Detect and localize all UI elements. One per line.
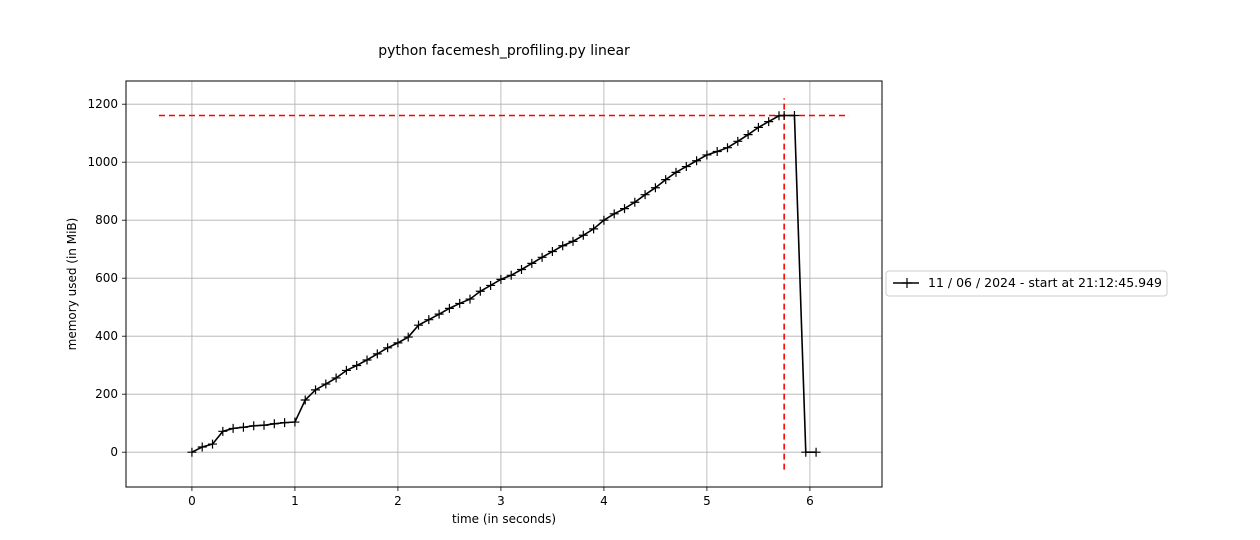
data-point-marker: [692, 156, 702, 166]
data-point-marker: [208, 439, 218, 449]
data-point-marker: [341, 365, 351, 375]
data-point-marker: [372, 349, 382, 359]
data-point-marker: [650, 183, 660, 193]
data-point-marker: [547, 247, 557, 257]
data-point-marker: [620, 204, 630, 214]
data-point-marker: [259, 420, 269, 430]
data-point-marker: [197, 442, 207, 452]
data-point-marker: [218, 426, 228, 436]
data-point-marker: [661, 175, 671, 185]
data-point-marker: [465, 294, 475, 304]
y-tick-label: 0: [110, 445, 118, 459]
data-point-marker: [681, 162, 691, 172]
data-point-marker: [249, 421, 259, 431]
x-axis-label: time (in seconds): [452, 512, 556, 526]
data-point-marker: [187, 447, 197, 457]
legend: 11 / 06 / 2024 - start at 21:12:45.949: [885, 270, 1168, 297]
data-point-marker: [434, 309, 444, 319]
data-point-marker: [599, 215, 609, 225]
data-point-marker: [486, 280, 496, 290]
chart-title: python facemesh_profiling.py linear: [378, 43, 630, 59]
data-point-marker: [671, 167, 681, 177]
x-tick-label: 2: [394, 494, 402, 508]
y-tick-label: 200: [95, 387, 118, 401]
data-point-marker: [444, 303, 454, 313]
data-point-marker: [280, 418, 290, 428]
data-point-marker: [589, 224, 599, 234]
data-point-marker: [506, 270, 516, 280]
data-point-marker: [568, 236, 578, 246]
data-point-marker: [383, 343, 393, 353]
x-tick-label: 3: [497, 494, 505, 508]
data-point-marker: [801, 447, 811, 457]
plot-frame: [125, 80, 883, 488]
data-point-marker: [779, 111, 789, 121]
data-point-marker: [789, 111, 799, 121]
y-axis-label: memory used (in MiB): [65, 218, 79, 351]
data-point-marker: [743, 130, 753, 140]
data-point-marker: [578, 230, 588, 240]
data-point-marker: [630, 197, 640, 207]
data-point-marker: [723, 143, 733, 153]
grid: [126, 81, 882, 487]
data-point-marker: [393, 338, 403, 348]
data-point-marker: [753, 122, 763, 132]
y-tick-label: 1000: [87, 155, 118, 169]
data-point-marker: [331, 373, 341, 383]
legend-box: [885, 270, 1168, 297]
data-point-marker: [362, 355, 372, 365]
data-point-marker: [269, 419, 279, 429]
data-point-marker: [228, 423, 238, 433]
data-point-marker: [558, 241, 568, 251]
x-tick-label: 0: [188, 494, 196, 508]
data-point-marker: [733, 136, 743, 146]
data-point-marker: [321, 379, 331, 389]
data-point-marker: [609, 209, 619, 219]
y-tick-label: 400: [95, 329, 118, 343]
data-point-marker: [290, 417, 300, 427]
data-point-marker: [352, 360, 362, 370]
x-tick-label: 4: [600, 494, 608, 508]
data-point-marker: [455, 298, 465, 308]
legend-marker: [902, 278, 912, 288]
data-point-marker: [764, 117, 774, 127]
data-point-marker: [712, 146, 722, 156]
y-tick-label: 1200: [87, 97, 118, 111]
data-point-marker: [403, 332, 413, 342]
data-point-marker: [300, 395, 310, 405]
data-point-marker: [414, 320, 424, 330]
data-point-marker: [640, 190, 650, 200]
series-line: [191, 114, 817, 454]
data-point-marker: [238, 422, 248, 432]
legend-entry-label: 11 / 06 / 2024 - start at 21:12:45.949: [928, 275, 1162, 290]
x-tick-label: 1: [291, 494, 299, 508]
x-tick-label: 6: [806, 494, 814, 508]
y-axis-ticks: 0 200 400 600 800 1000 1200: [87, 97, 126, 459]
x-tick-label: 5: [703, 494, 711, 508]
data-point-marker: [496, 274, 506, 284]
y-tick-label: 600: [95, 271, 118, 285]
data-point-marker: [311, 385, 321, 395]
data-point-marker: [527, 258, 537, 268]
x-axis-ticks: 0 1 2 3 4 5 6: [188, 487, 814, 508]
data-point-marker: [702, 150, 712, 160]
y-tick-label: 800: [95, 213, 118, 227]
data-point-marker: [537, 252, 547, 262]
data-point-marker: [424, 315, 434, 325]
series-layer: [187, 111, 821, 457]
data-point-marker: [475, 286, 485, 296]
reference-lines: [158, 98, 850, 470]
data-point-marker: [517, 265, 527, 274]
data-point-marker: [811, 447, 821, 457]
